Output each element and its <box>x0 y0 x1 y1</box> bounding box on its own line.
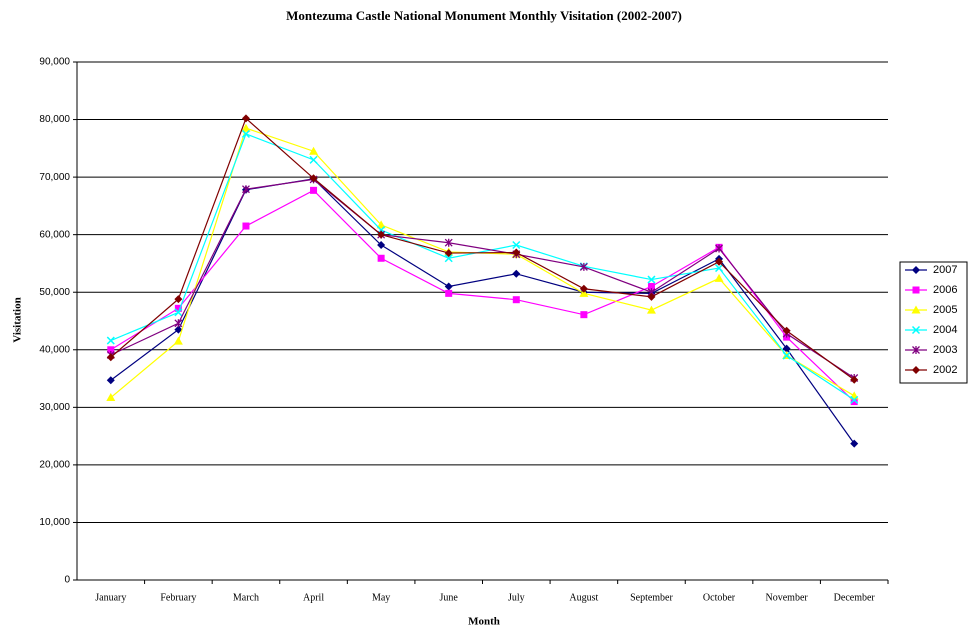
series-line <box>110 178 855 379</box>
y-tick-label: 30,000 <box>39 402 70 413</box>
data-point <box>579 288 589 297</box>
legend-label: 2002 <box>933 364 957 376</box>
data-point <box>106 336 115 345</box>
data-point <box>242 222 250 230</box>
y-tick-label: 80,000 <box>39 114 70 125</box>
data-point <box>850 395 859 404</box>
data-point <box>715 264 724 273</box>
data-point <box>309 174 318 183</box>
data-point <box>377 230 386 239</box>
data-point <box>512 296 520 304</box>
data-point <box>512 240 521 250</box>
y-tick-label: 10,000 <box>39 517 70 528</box>
legend-marker <box>911 305 921 314</box>
series-line <box>110 133 855 401</box>
x-tick-label: February <box>160 592 196 603</box>
data-point <box>647 292 656 301</box>
data-point <box>715 244 724 253</box>
data-point <box>106 393 116 402</box>
data-point <box>444 282 453 291</box>
data-point <box>309 155 318 164</box>
data-point <box>512 248 521 257</box>
data-point <box>715 257 724 266</box>
data-point <box>174 325 183 334</box>
legend-marker <box>912 266 920 274</box>
data-point <box>850 439 859 448</box>
data-point <box>309 146 319 155</box>
y-axis-label: Visitation <box>12 297 24 342</box>
x-tick-label: January <box>95 592 126 603</box>
legend-label: 2006 <box>933 284 957 296</box>
data-point <box>714 273 724 282</box>
y-tick-label: 0 <box>64 575 70 586</box>
data-point <box>310 186 318 194</box>
data-point <box>647 282 655 290</box>
data-point <box>647 275 656 284</box>
x-tick-label: December <box>834 592 876 603</box>
data-point <box>579 262 588 271</box>
series-line <box>110 117 855 381</box>
y-tick-label: 50,000 <box>39 287 70 298</box>
data-point <box>174 295 183 304</box>
data-point <box>377 254 385 262</box>
legend-box <box>899 261 968 384</box>
data-point <box>444 249 453 258</box>
series-line <box>110 127 855 399</box>
data-point <box>174 304 182 312</box>
legend-label: 2004 <box>933 324 957 336</box>
legend-marker <box>911 325 921 335</box>
x-tick-label: April <box>303 592 324 603</box>
data-point <box>241 123 251 132</box>
data-point <box>850 375 859 384</box>
y-tick-label: 40,000 <box>39 344 70 355</box>
x-tick-label: July <box>508 592 525 603</box>
data-point <box>579 284 588 293</box>
legend-marker <box>912 346 920 354</box>
chart-title: Montezuma Castle National Monument Month… <box>286 8 682 23</box>
data-point <box>106 353 115 362</box>
data-point <box>444 238 453 247</box>
data-point <box>580 311 588 319</box>
data-point <box>241 185 250 194</box>
data-point <box>241 114 250 123</box>
data-point <box>106 376 115 385</box>
legend-marker <box>912 286 920 294</box>
x-tick-label: October <box>703 592 736 603</box>
data-point <box>445 289 453 297</box>
data-point <box>241 129 250 138</box>
x-tick-label: May <box>372 592 390 603</box>
y-tick-label: 90,000 <box>39 57 70 68</box>
y-tick-label: 70,000 <box>39 172 70 183</box>
data-point <box>782 344 791 353</box>
legend-label: 2003 <box>933 344 957 356</box>
data-point <box>646 305 656 314</box>
x-tick-label: March <box>233 592 259 603</box>
data-point <box>174 319 183 328</box>
x-tick-label: November <box>766 592 809 603</box>
data-point <box>377 241 386 250</box>
legend-label: 2005 <box>933 304 957 316</box>
series-line <box>110 178 855 444</box>
data-point <box>173 336 183 345</box>
x-tick-label: August <box>569 592 598 603</box>
data-point <box>444 254 453 263</box>
x-tick-label: September <box>630 592 673 603</box>
legend-label: 2007 <box>933 264 957 276</box>
x-axis-label: Month <box>468 616 500 628</box>
data-point <box>376 220 386 229</box>
data-point <box>782 326 791 335</box>
x-tick-label: June <box>440 592 459 603</box>
data-point <box>512 269 521 278</box>
data-point <box>850 398 858 406</box>
data-point <box>782 351 791 360</box>
y-tick-label: 60,000 <box>39 229 70 240</box>
data-point <box>107 346 115 354</box>
series-line <box>110 189 855 403</box>
legend-marker <box>912 366 920 374</box>
data-point <box>174 308 183 317</box>
y-tick-label: 20,000 <box>39 460 70 471</box>
